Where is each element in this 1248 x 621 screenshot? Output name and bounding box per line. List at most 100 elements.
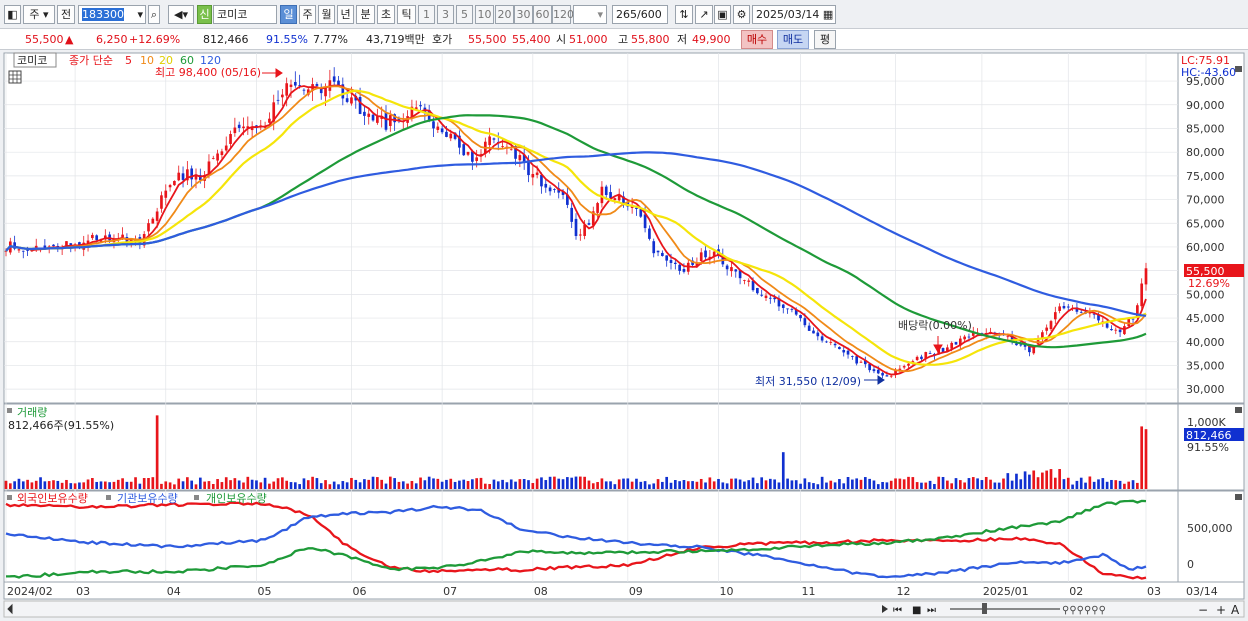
candle-body <box>967 336 971 338</box>
volume-bar <box>168 482 172 489</box>
period-week[interactable]: 주 <box>299 5 316 24</box>
candle-body <box>963 336 966 340</box>
volume-axis-area <box>1177 403 1245 491</box>
volume-percent: 91.55% <box>266 33 308 46</box>
eval-button[interactable]: 평 <box>814 30 836 49</box>
num-60[interactable]: 60 <box>533 5 552 24</box>
custom-period-select[interactable]: ▾ <box>573 5 607 24</box>
zoom-in-icon[interactable]: + <box>1216 603 1226 617</box>
period-minute[interactable]: 분 <box>356 5 375 24</box>
grid-toggle-icon[interactable] <box>8 70 22 84</box>
volume-bar <box>842 483 846 489</box>
volume-bar <box>268 483 271 489</box>
zoom-slider-thumb[interactable] <box>982 603 987 614</box>
dividend-arrow <box>933 336 943 354</box>
candle-body <box>1049 321 1053 330</box>
market-select[interactable]: 주 ▾ <box>23 5 55 24</box>
font-size-icon[interactable]: A <box>1231 603 1240 617</box>
candle-body <box>1097 314 1100 321</box>
volume-bar <box>423 480 427 489</box>
draw-icon[interactable]: ↗ <box>695 5 713 24</box>
period-month[interactable]: 월 <box>318 5 335 24</box>
candle-body <box>548 187 552 192</box>
count-field[interactable]: 265/600 <box>612 5 668 24</box>
volume-bar <box>410 480 414 489</box>
scroll-right-icon[interactable] <box>882 605 888 613</box>
candle-body <box>198 175 202 181</box>
zoom-out-icon[interactable]: − <box>1198 603 1208 617</box>
candle-body <box>43 245 47 250</box>
stock-name-field[interactable]: 코미코 <box>213 5 277 24</box>
scrollbar-track[interactable] <box>3 600 1245 618</box>
holding-panel-close-icon[interactable] <box>1235 494 1242 500</box>
date-tick-label: 2025/01 <box>983 585 1029 598</box>
volume-bar <box>363 479 366 489</box>
candle-body <box>466 151 470 155</box>
date-tick-label: 03 <box>76 585 90 598</box>
num-120[interactable]: 120 <box>552 5 574 24</box>
sound-icon[interactable]: ◀▾ <box>168 5 194 24</box>
price-change: 6,250 <box>96 33 128 46</box>
period-day[interactable]: 일 <box>280 5 297 24</box>
scroll-left-icon[interactable] <box>7 603 13 615</box>
candle-body <box>768 297 772 299</box>
stock-tag <box>13 52 57 68</box>
search-icon[interactable]: ⌕ <box>148 5 160 24</box>
candle-body <box>816 332 820 337</box>
volume-bar <box>17 478 21 489</box>
volume-bar <box>436 478 440 489</box>
layout-icon[interactable]: ◧ <box>4 5 21 24</box>
candle-body <box>449 133 453 139</box>
volume-bar <box>505 482 509 489</box>
candle-body <box>4 250 8 252</box>
candle-body <box>1079 311 1083 313</box>
candle-body <box>242 126 245 129</box>
buy-button[interactable]: 매수 <box>741 30 773 49</box>
candle-body <box>1058 306 1061 311</box>
num-3[interactable]: 3 <box>437 5 454 24</box>
num-20[interactable]: 20 <box>495 5 514 24</box>
price-tick-label: 75,000 <box>1186 170 1225 183</box>
compare-icon[interactable]: ⇅ <box>675 5 693 24</box>
save-icon[interactable]: ▣ <box>714 5 731 24</box>
nav-last-icon[interactable]: ⏭ <box>927 605 936 616</box>
code-input[interactable]: 183300 ▾ <box>78 5 146 24</box>
nav-first-icon[interactable]: ⏮ <box>893 605 902 616</box>
holding-line-1 <box>5 504 1147 579</box>
period-year[interactable]: 년 <box>337 5 354 24</box>
zoom-icons[interactable]: ⚲⚲⚲⚲⚲⚲ <box>1062 605 1106 616</box>
candle-body <box>574 218 578 237</box>
date-field[interactable]: 2025/03/14 ▦ <box>752 5 836 24</box>
volume-bar <box>773 479 776 489</box>
candle-body <box>661 252 664 256</box>
num-30[interactable]: 30 <box>514 5 533 24</box>
volume-panel-close-icon[interactable] <box>1235 407 1242 413</box>
num-10[interactable]: 10 <box>475 5 494 24</box>
candle-body <box>764 295 768 299</box>
volume-bar <box>388 476 392 489</box>
volume-bar <box>699 478 703 489</box>
candle-body <box>358 96 362 114</box>
candle-body <box>151 218 155 224</box>
candle-body <box>872 369 876 372</box>
nav-stop-icon[interactable]: ■ <box>912 605 921 616</box>
hc-label: HC:-43.60 <box>1181 66 1236 79</box>
period-second[interactable]: 초 <box>377 5 395 24</box>
volume-bar <box>237 480 241 489</box>
volume-bar <box>587 480 591 489</box>
prev-button[interactable]: 전 <box>57 5 75 24</box>
volume-bar <box>734 478 738 489</box>
candle-body <box>276 99 280 101</box>
sell-button[interactable]: 매도 <box>777 30 809 49</box>
volume-bar <box>121 478 124 489</box>
volume-bar <box>656 479 660 489</box>
num-1[interactable]: 1 <box>418 5 435 24</box>
candle-body <box>272 102 276 122</box>
price-panel-close-icon[interactable] <box>1235 66 1242 72</box>
period-tick[interactable]: 틱 <box>397 5 416 24</box>
num-5[interactable]: 5 <box>456 5 473 24</box>
volume-bar <box>989 479 992 489</box>
calendar-icon[interactable]: ▦ <box>822 8 834 21</box>
volume-bar <box>678 481 681 489</box>
gear-icon[interactable]: ⚙ <box>733 5 750 24</box>
